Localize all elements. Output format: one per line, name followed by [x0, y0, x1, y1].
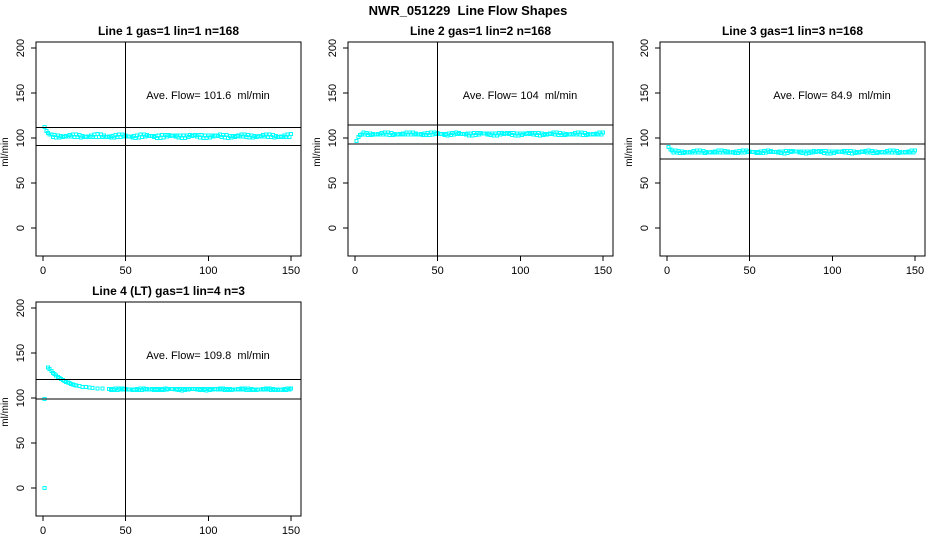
ave-flow-annotation: Ave. Flow= 101.6 ml/min	[146, 90, 270, 102]
x-tick-label: 100	[823, 265, 841, 277]
y-axis-label: ml/min	[0, 137, 11, 166]
y-tick-label: 0	[15, 485, 27, 491]
ave-flow-annotation: Ave. Flow= 84.9 ml/min	[773, 90, 890, 102]
y-tick-label: 150	[15, 344, 27, 362]
flow-data-point	[87, 385, 92, 390]
y-axis-label: ml/min	[312, 137, 323, 166]
x-tick-label: 50	[120, 265, 132, 277]
y-axis-label: ml/min	[624, 137, 635, 166]
plot-box	[35, 301, 302, 517]
y-tick-label: 50	[639, 177, 651, 189]
plot-box	[659, 41, 926, 257]
flow-data-point	[44, 128, 49, 133]
flow-data-point	[90, 385, 95, 390]
y-tick-label: 50	[15, 177, 27, 189]
x-tick-label: 0	[352, 265, 358, 277]
flow-data-point	[42, 486, 47, 490]
y-tick-label: 150	[15, 84, 27, 102]
y-tick-label: 200	[15, 39, 27, 57]
y-tick-label: 100	[639, 129, 651, 147]
y-tick-label: 100	[327, 129, 339, 147]
x-tick-label: 50	[432, 265, 444, 277]
plot-box	[347, 41, 614, 257]
flow-panel-line-2: 200 150 100 50 0 150 100 50 0 Line 2 gas=1 lin=2…	[312, 24, 614, 277]
flow-data-point	[77, 384, 82, 389]
y-tick-label: 100	[15, 389, 27, 407]
flow-data-point	[95, 386, 100, 391]
flow-data-point	[666, 145, 671, 149]
flow-data-point	[356, 135, 361, 140]
flow-data-point	[100, 386, 105, 391]
y-tick-label: 200	[15, 299, 27, 317]
y-tick-label: 50	[327, 177, 339, 189]
panel-title: Line 2 gas=1 lin=2 n=168	[410, 24, 551, 38]
ave-flow-annotation: Ave. Flow= 104 ml/min	[463, 90, 577, 102]
flow-data-point	[107, 386, 112, 391]
y-tick-label: 200	[327, 39, 339, 57]
x-tick-label: 150	[282, 525, 300, 537]
y-tick-label: 50	[15, 437, 27, 449]
x-tick-label: 150	[594, 265, 612, 277]
x-tick-label: 150	[282, 265, 300, 277]
y-tick-label: 100	[15, 129, 27, 147]
y-tick-label: 150	[639, 84, 651, 102]
panel-title: Line 4 (LT) gas=1 lin=4 n=3	[92, 284, 245, 298]
x-tick-label: 150	[906, 265, 924, 277]
flow-data-point	[80, 384, 85, 389]
y-tick-label: 150	[327, 84, 339, 102]
y-tick-label: 0	[15, 225, 27, 231]
x-tick-label: 50	[744, 265, 756, 277]
x-tick-label: 100	[511, 265, 529, 277]
plot-box	[35, 41, 302, 257]
flow-data-point	[83, 385, 88, 390]
flow-panel-line-4: 200 150 100 50 0 150 100 50 0 Line 4 (LT) gas=1 …	[0, 284, 302, 537]
panel-title: Line 3 gas=1 lin=3 n=168	[722, 24, 863, 38]
x-tick-label: 100	[199, 525, 217, 537]
flow-panel-line-1: 200 150 100 50 0 150 100 50 0 Line 1 gas=1 lin=1…	[0, 24, 302, 277]
x-tick-label: 0	[40, 525, 46, 537]
y-tick-label: 0	[327, 225, 339, 231]
flow-panel-line-3: 200 150 100 50 0 150 100 50 0 Line 3 gas=1 lin=3…	[624, 24, 926, 277]
figure-title: NWR_051229 Line Flow Shapes	[368, 3, 568, 18]
flow-data-point	[354, 139, 359, 144]
panel-title: Line 1 gas=1 lin=1 n=168	[98, 24, 239, 38]
y-tick-label: 0	[639, 225, 651, 231]
y-tick-label: 200	[639, 39, 651, 57]
x-tick-label: 0	[40, 265, 46, 277]
x-tick-label: 100	[199, 265, 217, 277]
x-tick-label: 50	[120, 525, 132, 537]
flow-data-point	[45, 365, 50, 370]
x-tick-label: 0	[664, 265, 670, 277]
y-axis-label: ml/min	[0, 397, 11, 426]
ave-flow-annotation: Ave. Flow= 109.8 ml/min	[146, 350, 270, 362]
